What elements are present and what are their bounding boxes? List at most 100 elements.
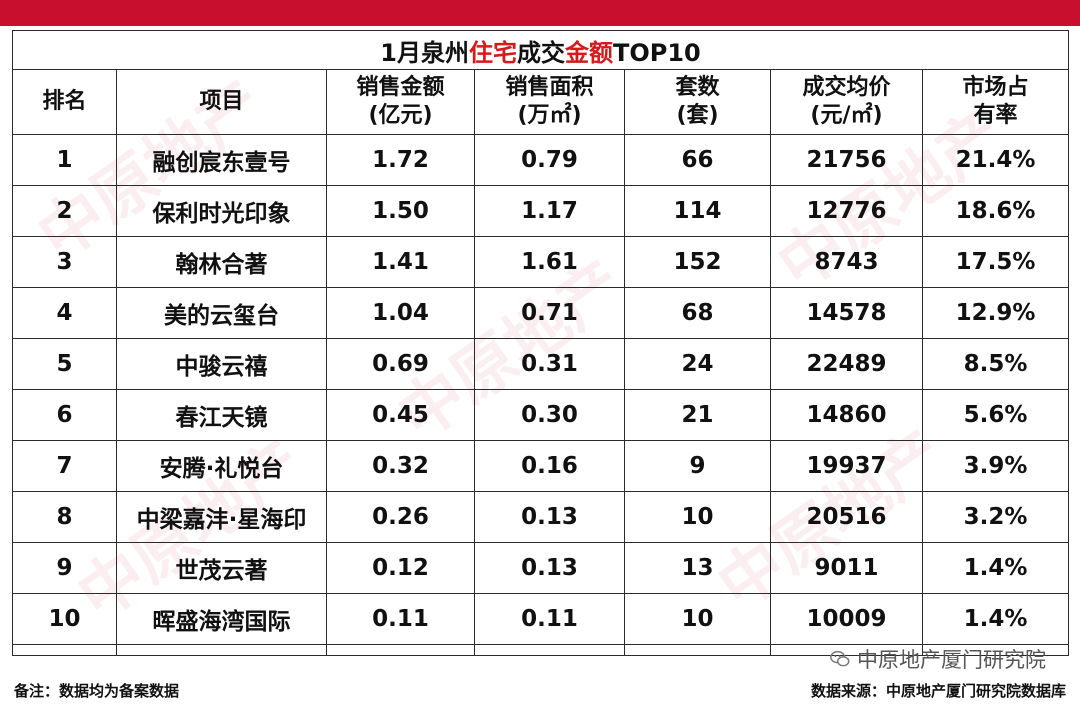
units-cell: 114 xyxy=(624,185,771,237)
market-share-cell: 21.4% xyxy=(921,134,1070,186)
sales-area-cell: 0.13 xyxy=(474,491,625,543)
avg-price-cell: 20516 xyxy=(770,491,923,543)
col-header-sales-area: 销售面积 (万㎡) xyxy=(474,69,625,135)
avg-price-cell: 9011 xyxy=(770,542,923,594)
sales-amount-cell: 1.50 xyxy=(326,185,475,237)
sales-area-cell: 0.31 xyxy=(474,338,625,390)
avg-price-cell: 19937 xyxy=(770,440,923,492)
rank-cell: 4 xyxy=(12,287,117,339)
avg-price-cell: 8743 xyxy=(770,236,923,288)
table-title-row: 1月泉州住宅成交金额TOP10 xyxy=(11,30,1070,70)
sales-area-cell: 0.71 xyxy=(474,287,625,339)
sales-amount-cell: 0.32 xyxy=(326,440,475,492)
empty-cell xyxy=(474,644,625,656)
project-cell: 中骏云禧 xyxy=(116,338,327,390)
project-cell: 安腾·礼悦台 xyxy=(116,440,327,492)
project-cell: 中梁嘉沣·星海印 xyxy=(116,491,327,543)
sales-amount-cell: 1.04 xyxy=(326,287,475,339)
units-cell: 9 xyxy=(624,440,771,492)
rank-cell: 3 xyxy=(12,236,117,288)
units-cell: 10 xyxy=(624,491,771,543)
market-share-cell: 12.9% xyxy=(921,287,1070,339)
table-row: 4 美的云玺台 1.04 0.71 68 14578 12.9% xyxy=(12,287,1070,339)
table-row: 3 翰林合著 1.41 1.61 152 8743 17.5% xyxy=(12,236,1070,288)
units-cell: 13 xyxy=(624,542,771,594)
table-row: 8 中梁嘉沣·星海印 0.26 0.13 10 20516 3.2% xyxy=(12,491,1070,543)
project-cell: 春江天镜 xyxy=(116,389,327,441)
market-share-cell: 8.5% xyxy=(921,338,1070,390)
wechat-brand: 中原地产厦门研究院 xyxy=(829,644,1046,674)
title-highlight-residential: 住宅 xyxy=(468,38,517,67)
sales-amount-cell: 0.12 xyxy=(326,542,475,594)
ranking-table-container: 1月泉州住宅成交金额TOP10 排名 项目 销售金额 (亿元) 销售面积 (万㎡) … xyxy=(11,30,1070,656)
avg-price-cell: 14860 xyxy=(770,389,923,441)
project-cell: 融创宸东壹号 xyxy=(116,134,327,186)
footer-note: 备注：数据均为备案数据 xyxy=(14,682,180,700)
rank-cell: 1 xyxy=(12,134,117,186)
project-cell: 翰林合著 xyxy=(116,236,327,288)
market-share-cell: 3.2% xyxy=(921,491,1070,543)
rank-cell: 9 xyxy=(12,542,117,594)
sales-amount-cell: 0.69 xyxy=(326,338,475,390)
table-body: 1 融创宸东壹号 1.72 0.79 66 21756 21.4% 2 保利时光印象 1.50 1.… xyxy=(12,134,1070,656)
sales-area-cell: 0.16 xyxy=(474,440,625,492)
empty-cell xyxy=(12,644,117,656)
market-share-cell: 5.6% xyxy=(921,389,1070,441)
empty-cell xyxy=(624,644,771,656)
rank-cell: 6 xyxy=(12,389,117,441)
units-cell: 66 xyxy=(624,134,771,186)
sales-area-cell: 0.79 xyxy=(474,134,625,186)
title-prefix: 1月泉州 xyxy=(380,38,469,67)
top-accent-bar xyxy=(0,0,1080,26)
table-row: 7 安腾·礼悦台 0.32 0.16 9 19937 3.9% xyxy=(12,440,1070,492)
table-row: 2 保利时光印象 1.50 1.17 114 12776 18.6% xyxy=(12,185,1070,237)
sales-amount-cell: 1.41 xyxy=(326,236,475,288)
header-row: 排名 项目 销售金额 (亿元) 销售面积 (万㎡) 套数 (套) 成交均价 (元/㎡) … xyxy=(12,69,1070,135)
table-row: 1 融创宸东壹号 1.72 0.79 66 21756 21.4% xyxy=(12,134,1070,186)
ranking-table: 1月泉州住宅成交金额TOP10 排名 项目 销售金额 (亿元) 销售面积 (万㎡) … xyxy=(11,30,1070,656)
rank-cell: 10 xyxy=(12,593,117,645)
project-cell: 保利时光印象 xyxy=(116,185,327,237)
sales-amount-cell: 0.45 xyxy=(326,389,475,441)
sales-area-cell: 1.17 xyxy=(474,185,625,237)
sales-amount-cell: 0.11 xyxy=(326,593,475,645)
market-share-cell: 18.6% xyxy=(921,185,1070,237)
rank-cell: 8 xyxy=(12,491,117,543)
sales-amount-cell: 1.72 xyxy=(326,134,475,186)
title-highlight-amount: 金额 xyxy=(564,38,613,67)
project-cell: 美的云玺台 xyxy=(116,287,327,339)
avg-price-cell: 12776 xyxy=(770,185,923,237)
market-share-cell: 17.5% xyxy=(921,236,1070,288)
sales-area-cell: 0.30 xyxy=(474,389,625,441)
rank-cell: 7 xyxy=(12,440,117,492)
market-share-cell: 3.9% xyxy=(921,440,1070,492)
empty-row xyxy=(12,644,1070,656)
table-row: 9 世茂云著 0.12 0.13 13 9011 1.4% xyxy=(12,542,1070,594)
footer-source: 数据来源：中原地产厦门研究院数据库 xyxy=(810,682,1066,700)
project-cell: 世茂云著 xyxy=(116,542,327,594)
market-share-cell: 1.4% xyxy=(921,593,1070,645)
empty-cell xyxy=(116,644,327,656)
sales-area-cell: 1.61 xyxy=(474,236,625,288)
col-header-sales-amount: 销售金额 (亿元) xyxy=(326,69,475,135)
empty-cell xyxy=(326,644,475,656)
units-cell: 21 xyxy=(624,389,771,441)
col-header-project: 项目 xyxy=(116,69,327,135)
table-row: 10 晖盛海湾国际 0.11 0.11 10 10009 1.4% xyxy=(12,593,1070,645)
units-cell: 68 xyxy=(624,287,771,339)
wechat-label: 中原地产厦门研究院 xyxy=(857,648,1046,672)
avg-price-cell: 14578 xyxy=(770,287,923,339)
sales-amount-cell: 0.26 xyxy=(326,491,475,543)
sales-area-cell: 0.11 xyxy=(474,593,625,645)
table-title: 1月泉州住宅成交金额TOP10 xyxy=(11,30,1070,70)
avg-price-cell: 22489 xyxy=(770,338,923,390)
sales-area-cell: 0.13 xyxy=(474,542,625,594)
col-header-units: 套数 (套) xyxy=(624,69,771,135)
units-cell: 24 xyxy=(624,338,771,390)
avg-price-cell: 10009 xyxy=(770,593,923,645)
table-row: 6 春江天镜 0.45 0.30 21 14860 5.6% xyxy=(12,389,1070,441)
market-share-cell: 1.4% xyxy=(921,542,1070,594)
col-header-rank: 排名 xyxy=(12,69,117,135)
empty-cell xyxy=(921,644,1070,656)
avg-price-cell: 21756 xyxy=(770,134,923,186)
